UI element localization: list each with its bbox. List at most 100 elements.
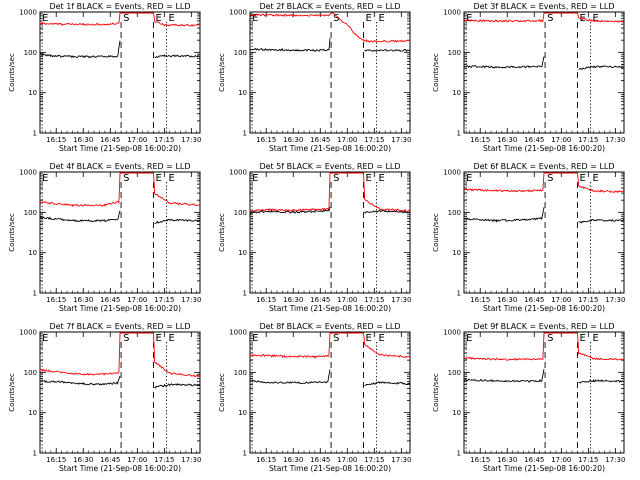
x-tick-label: 17:00 bbox=[551, 456, 571, 464]
event-rate-series-line bbox=[463, 207, 625, 224]
y-tick-label: 100 bbox=[24, 209, 37, 217]
x-tick-label: 16:15 bbox=[256, 296, 276, 304]
x-tick-label: 17:00 bbox=[551, 296, 571, 304]
detector-panel: Det 6f BLACK = Events, RED = LLD 1 10 100 10… bbox=[432, 162, 625, 313]
event-marker-label: E bbox=[252, 333, 258, 344]
plot-frame bbox=[463, 331, 625, 454]
x-tick-label: 17:15 bbox=[154, 296, 174, 304]
plot-frame bbox=[463, 171, 625, 294]
y-axis-label: Counts/sec bbox=[432, 213, 440, 252]
x-tick-label: 16:30 bbox=[73, 296, 93, 304]
y-tick-label: 1000 bbox=[229, 169, 247, 177]
event-marker-label: S bbox=[123, 173, 129, 184]
panel-title: Det 5f BLACK = Events, RED = LLD bbox=[259, 162, 400, 171]
x-tick-label: 16:45 bbox=[310, 296, 330, 304]
event-marker-label: E bbox=[42, 13, 48, 24]
x-tick-label: 16:30 bbox=[497, 296, 517, 304]
x-tick-label: 17:15 bbox=[364, 456, 384, 464]
y-tick-label: 1 bbox=[243, 130, 247, 138]
lld-rate-series-line bbox=[249, 12, 411, 43]
y-tick-label: 10 bbox=[238, 89, 247, 97]
y-tick-label: 100 bbox=[24, 49, 37, 57]
panel-title: Det 8f BLACK = Events, RED = LLD bbox=[259, 322, 400, 331]
x-tick-label: 17:00 bbox=[127, 136, 147, 144]
y-tick-label: 1 bbox=[243, 450, 247, 458]
event-marker-label: E bbox=[168, 173, 174, 184]
event-marker-label: S bbox=[123, 13, 129, 24]
x-tick-label: 17:30 bbox=[181, 296, 201, 304]
x-tick-label: 16:45 bbox=[100, 456, 120, 464]
lld-rate-series-line bbox=[463, 332, 625, 361]
y-tick-label: 1000 bbox=[19, 329, 37, 337]
x-tick-label: 17:15 bbox=[578, 296, 598, 304]
panel-title: Det 9f BLACK = Events, RED = LLD bbox=[473, 322, 614, 331]
x-tick-label: 16:45 bbox=[310, 136, 330, 144]
x-tick-label: 17:30 bbox=[391, 456, 411, 464]
event-marker-label: E bbox=[466, 333, 472, 344]
event-marker-label: E bbox=[592, 173, 598, 184]
x-tick-label: 16:45 bbox=[524, 296, 544, 304]
y-tick-label: 10 bbox=[28, 409, 37, 417]
x-axis-label: Start Time (21-Sep-08 16:00:20) bbox=[483, 144, 605, 153]
x-tick-label: 16:45 bbox=[524, 136, 544, 144]
x-tick-label: 17:15 bbox=[578, 136, 598, 144]
x-axis-label: Start Time (21-Sep-08 16:00:20) bbox=[59, 304, 181, 313]
event-marker-label: E bbox=[156, 13, 162, 24]
y-tick-label: 100 bbox=[234, 369, 247, 377]
y-tick-label: 100 bbox=[448, 369, 461, 377]
event-marker-label: E bbox=[466, 13, 472, 24]
x-tick-label: 17:15 bbox=[364, 136, 384, 144]
y-tick-label: 1 bbox=[457, 450, 461, 458]
x-tick-label: 16:30 bbox=[283, 456, 303, 464]
x-tick-label: 16:15 bbox=[470, 296, 490, 304]
event-marker-label: E bbox=[366, 13, 372, 24]
x-tick-label: 16:45 bbox=[310, 456, 330, 464]
event-marker-label: E bbox=[252, 173, 258, 184]
panel-title: Det 3f BLACK = Events, RED = LLD bbox=[473, 2, 614, 11]
y-tick-label: 1 bbox=[457, 130, 461, 138]
y-axis-label: Counts/sec bbox=[218, 53, 226, 92]
x-tick-label: 17:00 bbox=[337, 296, 357, 304]
y-tick-label: 1000 bbox=[443, 9, 461, 17]
y-tick-label: 1 bbox=[33, 290, 37, 298]
event-marker-label: E bbox=[592, 333, 598, 344]
lld-rate-series-line bbox=[249, 172, 411, 213]
y-axis-label: Counts/sec bbox=[218, 373, 226, 412]
x-tick-label: 16:30 bbox=[497, 136, 517, 144]
x-tick-label: 17:15 bbox=[154, 456, 174, 464]
x-tick-label: 17:30 bbox=[391, 136, 411, 144]
x-axis-label: Start Time (21-Sep-08 16:00:20) bbox=[483, 304, 605, 313]
plot-frame bbox=[249, 171, 411, 294]
event-rate-series-line bbox=[463, 369, 625, 384]
event-marker-label: S bbox=[333, 173, 339, 184]
detector-panel: Det 9f BLACK = Events, RED = LLD 1 10 100 10… bbox=[432, 322, 625, 473]
x-tick-label: 16:30 bbox=[497, 456, 517, 464]
x-tick-label: 16:45 bbox=[100, 136, 120, 144]
x-tick-label: 16:15 bbox=[46, 456, 66, 464]
lld-rate-series-line bbox=[463, 12, 625, 23]
event-marker-label: E bbox=[168, 13, 174, 24]
x-tick-label: 16:15 bbox=[46, 136, 66, 144]
event-marker-label: E bbox=[580, 333, 586, 344]
x-axis-label: Start Time (21-Sep-08 16:00:20) bbox=[269, 304, 391, 313]
y-tick-label: 100 bbox=[24, 369, 37, 377]
event-rate-series-line bbox=[249, 38, 411, 53]
x-tick-label: 17:30 bbox=[181, 136, 201, 144]
lld-rate-series-line bbox=[39, 332, 201, 378]
y-tick-label: 1000 bbox=[229, 329, 247, 337]
event-marker-label: S bbox=[333, 333, 339, 344]
x-tick-label: 16:15 bbox=[256, 456, 276, 464]
event-marker-label: S bbox=[547, 173, 553, 184]
event-marker-label: E bbox=[42, 333, 48, 344]
detector-panel: Det 4f BLACK = Events, RED = LLD 1 10 100 10… bbox=[8, 162, 201, 313]
detector-panel: Det 8f BLACK = Events, RED = LLD 1 10 100 10… bbox=[218, 322, 411, 473]
event-marker-label: S bbox=[333, 13, 339, 24]
y-tick-label: 10 bbox=[452, 249, 461, 257]
event-marker-label: E bbox=[42, 173, 48, 184]
y-axis-label: Counts/sec bbox=[432, 373, 440, 412]
panel-title: Det 1f BLACK = Events, RED = LLD bbox=[49, 2, 190, 11]
x-axis-label: Start Time (21-Sep-08 16:00:20) bbox=[59, 144, 181, 153]
panel-title: Det 4f BLACK = Events, RED = LLD bbox=[49, 162, 190, 171]
event-marker-label: E bbox=[156, 333, 162, 344]
